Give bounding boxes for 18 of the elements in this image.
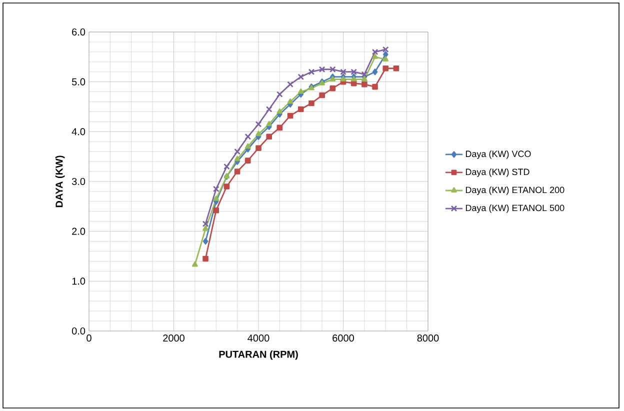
x-tick-label: 8000 [417, 334, 439, 342]
legend-label: Daya (KW) VCO [466, 150, 531, 159]
legend-label: Daya (KW) ETANOL 500 [466, 204, 564, 213]
x-axis-title: PUTARAN (RPM) [219, 350, 298, 360]
y-tick-label: 4.0 [72, 128, 86, 136]
y-tick-label: 0.0 [72, 327, 86, 335]
y-axis-title: DAYA (KW) [55, 156, 65, 208]
y-tick-label: 3.0 [72, 178, 86, 186]
legend-label: Daya (KW) STD [466, 168, 530, 177]
y-tick-label: 1.0 [72, 278, 86, 285]
y-tick-label: 5.0 [72, 78, 86, 86]
x-tick-label: 0 [86, 334, 92, 342]
y-tick-label: 2.0 [72, 228, 86, 235]
y-tick-label: 6.0 [72, 28, 86, 36]
legend-label: Daya (KW) ETANOL 200 [466, 186, 564, 195]
x-tick-label: 4000 [248, 334, 270, 342]
x-tick-label: 6000 [332, 334, 354, 342]
x-tick-label: 2000 [163, 334, 184, 342]
